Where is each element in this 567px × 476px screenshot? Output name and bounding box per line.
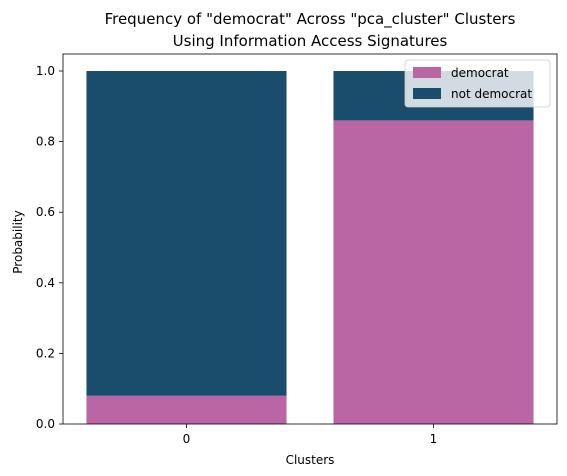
y-tick-label: 1.0 xyxy=(36,64,55,78)
y-tick-label: 0.2 xyxy=(36,346,55,360)
chart-subtitle: Using Information Access Signatures xyxy=(173,32,448,50)
legend-swatch xyxy=(413,88,441,99)
plot-frame xyxy=(62,53,558,425)
y-tick-label: 0.8 xyxy=(36,135,55,149)
y-tick-label: 0.6 xyxy=(36,205,55,219)
x-tick-label: 0 xyxy=(183,432,191,446)
legend-label: democrat xyxy=(451,66,509,80)
bar-cluster-0-series-1 xyxy=(86,71,287,396)
bar-cluster-0-series-0 xyxy=(86,395,287,424)
y-axis-ticks: 0.0 0.2 0.4 0.6 0.8 1.0 xyxy=(36,64,63,431)
chart-title: Frequency of "democrat" Across "pca_clus… xyxy=(105,10,516,29)
legend-label: not democrat xyxy=(451,87,532,101)
y-tick-label: 0.0 xyxy=(36,417,55,431)
legend: democrat not democrat xyxy=(404,59,551,108)
legend-swatch xyxy=(413,67,441,78)
x-tick-label: 1 xyxy=(430,432,438,446)
y-axis-label: Probability xyxy=(11,210,25,273)
bar-cluster-1-series-0 xyxy=(333,120,534,425)
y-tick-label: 0.4 xyxy=(36,276,55,290)
bars-group xyxy=(86,71,534,425)
legend-box xyxy=(404,59,551,108)
x-axis-label: Clusters xyxy=(286,453,335,467)
